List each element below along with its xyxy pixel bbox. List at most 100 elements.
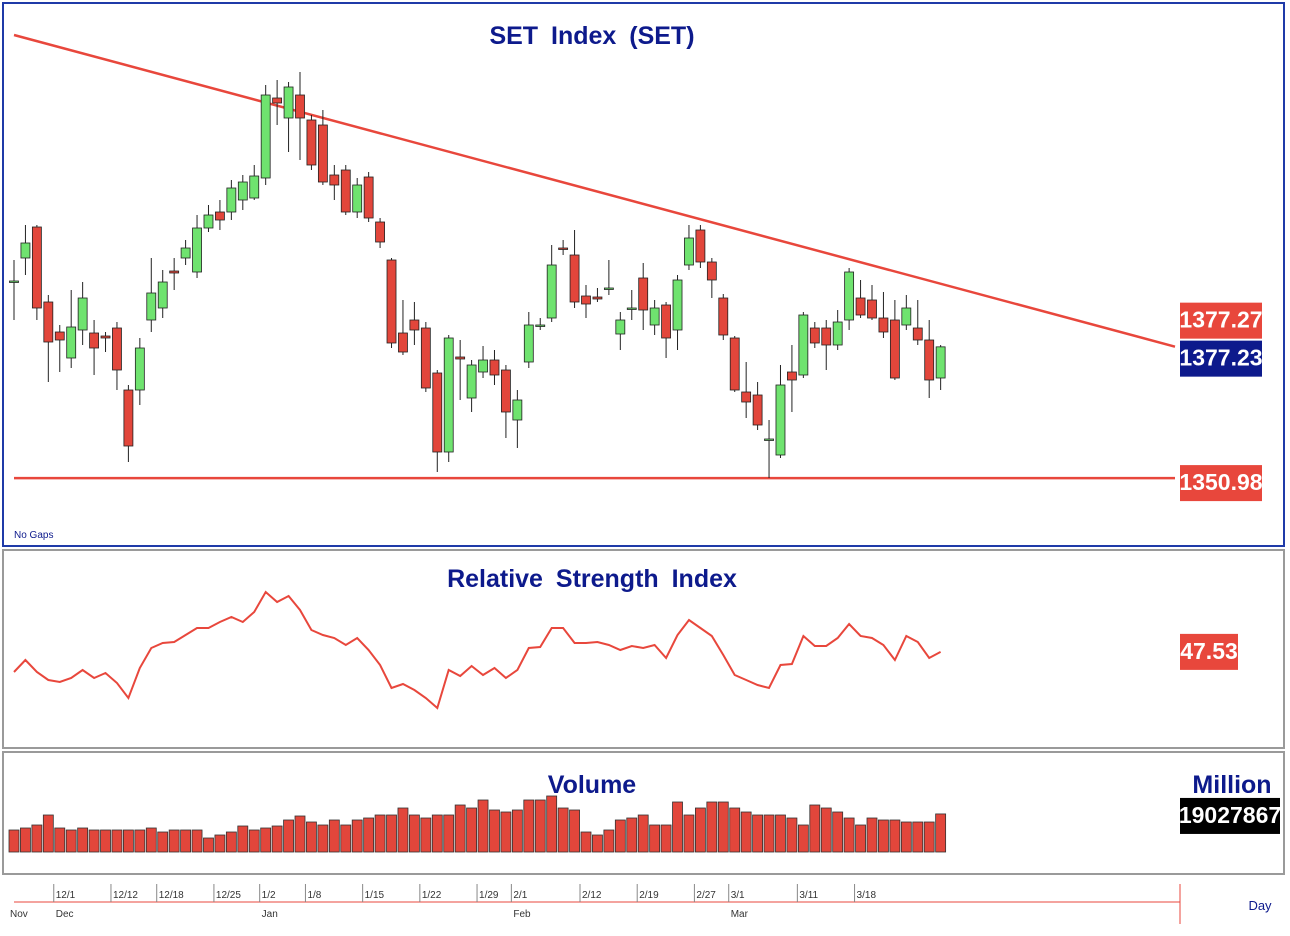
candle-body [546,264,557,319]
volume-bar [637,814,649,853]
candle-body [43,301,54,343]
trendline [13,33,1176,348]
candle-body [249,175,260,199]
x-axis-label: Day [1248,898,1272,913]
candle-body [363,176,374,219]
volume-bar [740,811,752,853]
candle-body [466,364,477,399]
x-tick-label: 12/12 [113,890,138,901]
candle-body [112,327,122,371]
volume-bar [592,834,603,853]
volume-bar [878,819,889,853]
candle-body [260,94,271,179]
candle-body [821,327,832,346]
candle-body [455,356,466,360]
candle-body [398,332,408,353]
volume-bar [317,824,329,853]
volume-bar [546,795,558,853]
volume-bar [900,821,912,853]
volume-bar [912,821,924,853]
volume-bar [191,829,203,853]
volume-bar [145,827,157,853]
candle-body [775,384,786,456]
month-label: Feb [513,909,531,920]
last-close-box [1180,340,1262,377]
volume-bar [569,809,580,853]
volume-bar [489,809,500,853]
month-label: Mar [731,909,749,920]
x-tick-label: 2/19 [639,890,659,901]
volume-bar [557,807,569,853]
volume-bar [477,799,489,853]
volume-bar [31,824,43,853]
candle-body [215,211,225,221]
volume-bar [351,819,363,853]
month-label: Dec [56,909,74,920]
volume-bar [454,804,466,853]
candle-body [718,297,729,336]
last-close: 1377.23 [1179,345,1262,371]
volume-bar [386,814,397,853]
candle-body [535,324,546,327]
volume-bar [855,824,866,853]
month-label: Nov [10,909,28,920]
volume-bar [363,817,375,853]
rsi-panel [2,549,1285,749]
x-tick-label: 3/18 [857,890,877,901]
volume-panel [2,751,1285,875]
candle-body [31,226,42,309]
candle-body [317,124,328,183]
volume-bar [260,827,272,853]
candle-body [478,359,488,373]
volume-bar [534,799,546,853]
volume-bar [100,829,111,853]
candle-body [420,327,431,389]
volume-bar [786,817,798,853]
volume-bar [523,799,535,853]
rsi-title: Relative Strength Index [447,565,737,593]
month-label: Jan [262,909,278,920]
volume-bar [729,807,741,853]
candle-body [638,277,649,311]
volume-value-box [1180,797,1280,834]
candle-body [489,359,500,376]
volume-bar [832,811,844,853]
volume-bar [157,831,169,853]
volume-bar [717,801,729,853]
volume-bar [20,827,31,853]
volume-bar [88,829,100,853]
x-tick-label: 2/27 [696,890,716,901]
candle-body [192,227,202,273]
volume-bar [180,829,192,853]
candle-body [626,307,637,310]
candle-body [592,296,603,300]
volume-bar [843,817,855,853]
candle-body [752,394,763,426]
rsi-value: 47.53 [1180,638,1238,664]
candle-body [180,247,191,259]
x-tick-label: 12/18 [159,890,184,901]
volume-bar [866,817,878,853]
candle-body [54,331,65,341]
volume-bar [203,837,214,853]
volume-bar [695,807,706,853]
candle-body [237,181,248,201]
volume-bar [809,804,821,853]
x-tick-label: 1/2 [262,890,276,901]
candle-body [134,347,145,391]
volume-bar [340,824,352,853]
volume-bar [168,829,180,853]
x-tick-label: 1/29 [479,890,499,901]
volume-bar [65,829,77,853]
candle-body [764,438,774,441]
price-title: SET Index (SET) [489,22,694,50]
candle-body [649,307,660,326]
candle-body [798,314,809,376]
volume-unit: Million [1192,771,1271,799]
volume-bar [466,807,478,853]
candle-body [935,346,946,379]
volume-bar [511,809,523,853]
candle-body [581,295,591,305]
support-value: 1350.98 [1179,469,1262,495]
